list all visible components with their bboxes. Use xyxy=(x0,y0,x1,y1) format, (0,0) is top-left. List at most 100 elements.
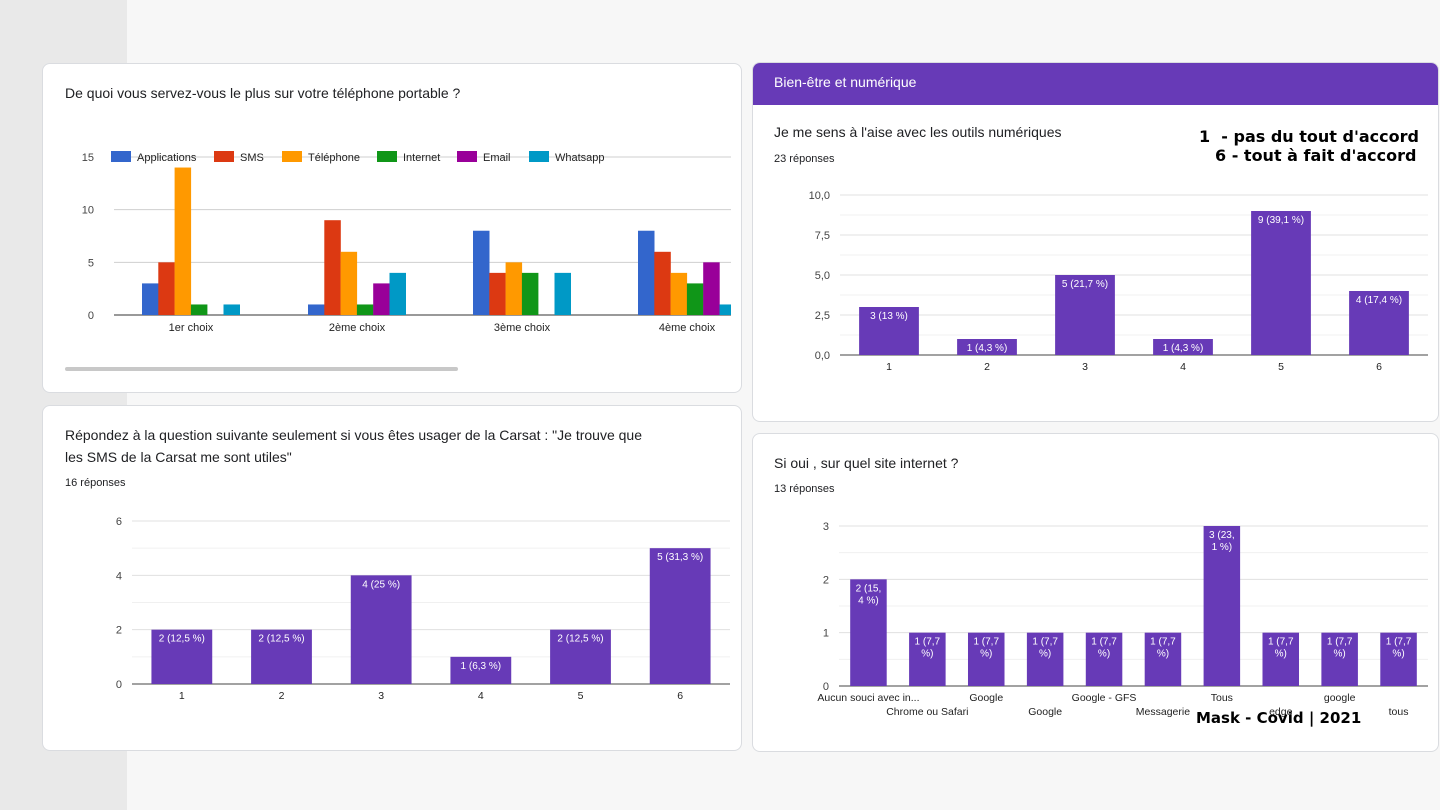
bar-data-label: 1 (4,3 %) xyxy=(1163,343,1204,354)
x-tick-label: 6 xyxy=(677,690,683,702)
bar-data-label: 1 (4,3 %) xyxy=(967,343,1008,354)
x-tick-label: 1 xyxy=(886,361,892,373)
question-title: De quoi vous servez-vous le plus sur vot… xyxy=(65,85,461,101)
bar xyxy=(909,632,946,686)
bar xyxy=(473,230,490,315)
legend-swatch xyxy=(214,151,234,162)
bar xyxy=(649,548,711,684)
y-tick-label: 6 xyxy=(116,516,122,528)
card-site-internet: Si oui , sur quel site internet ? 13 rép… xyxy=(752,433,1439,752)
x-tick-label: tous xyxy=(1389,706,1409,718)
bar xyxy=(719,304,731,315)
x-tick-label: 3 xyxy=(378,690,384,702)
bar-data-label: 1 (7,7 xyxy=(1091,637,1117,648)
legend-label: Email xyxy=(483,152,511,164)
bar xyxy=(489,272,506,315)
bar xyxy=(505,262,523,315)
bar xyxy=(142,283,159,315)
bar-data-label: 1 %) xyxy=(1212,542,1233,553)
y-tick-label: 5 xyxy=(88,257,94,269)
x-tick-label: 2 xyxy=(984,361,990,373)
x-tick-label: Tous xyxy=(1211,692,1233,704)
y-tick-label: 0 xyxy=(88,310,94,322)
x-tick-label: Google xyxy=(1028,706,1062,718)
legend-label: Internet xyxy=(403,152,440,164)
bar-data-label: 1 (7,7 xyxy=(1268,637,1294,648)
x-tick-label: 2ème choix xyxy=(329,322,386,334)
bar xyxy=(450,656,512,684)
x-tick-label: Chrome ou Safari xyxy=(886,706,968,718)
x-tick-label: 6 xyxy=(1376,361,1382,373)
x-tick-label: Google xyxy=(969,692,1003,704)
bar xyxy=(340,251,358,315)
x-tick-label: 4 xyxy=(1180,361,1186,373)
bar xyxy=(654,251,671,315)
bar xyxy=(1203,526,1241,686)
bar xyxy=(158,262,175,315)
bar-data-label: 5 (21,7 %) xyxy=(1062,279,1108,290)
chart-phone-usage: 0 5 10 15 Applications SMS Téléphone Internet Em… xyxy=(82,151,731,334)
y-tick-label: 7,5 xyxy=(815,230,830,242)
card-numerique: Bien-être et numérique Je me sens à l'ai… xyxy=(752,62,1439,422)
footer-credit: Mask - Covid | 2021 xyxy=(1196,709,1362,727)
y-tick-label: 10,0 xyxy=(809,190,830,202)
bar xyxy=(1144,632,1182,686)
y-tick-label: 2 xyxy=(823,574,829,586)
bar-data-label: %) xyxy=(1392,649,1404,660)
y-tick-label: 2 xyxy=(116,625,122,637)
question-title-line2: les SMS de la Carsat me sont utiles" xyxy=(65,449,292,465)
x-tick-label: 3ème choix xyxy=(494,322,551,334)
bar xyxy=(1251,211,1311,355)
bar-data-label: 1 (7,7 xyxy=(973,637,999,648)
y-tick-label: 1 xyxy=(823,628,829,640)
bar-data-label: 4 (25 %) xyxy=(362,579,400,590)
chart-horizontal-scrollbar[interactable] xyxy=(65,367,458,371)
bar-data-label: 2 (12,5 %) xyxy=(159,634,205,645)
bar xyxy=(373,283,390,315)
bar xyxy=(1321,632,1358,686)
bar xyxy=(967,632,1005,686)
y-tick-label: 15 xyxy=(82,152,94,164)
bar-data-label: 1 (7,7 xyxy=(915,637,941,648)
bar xyxy=(1055,275,1115,355)
bar xyxy=(223,304,240,315)
bar-data-label: %) xyxy=(1157,649,1169,660)
legend-label: Whatsapp xyxy=(555,152,605,164)
bar xyxy=(350,575,412,684)
bar xyxy=(521,272,539,315)
responses-count: 16 réponses xyxy=(65,477,126,489)
bar xyxy=(957,339,1017,355)
bar-data-label: 2 (12,5 %) xyxy=(557,634,603,645)
bar xyxy=(1153,339,1213,355)
bar xyxy=(190,304,208,315)
question-title: Je me sens à l'aise avec les outils numé… xyxy=(774,124,1062,140)
x-tick-label: 5 xyxy=(1278,361,1284,373)
legend-label: Applications xyxy=(137,152,197,164)
card-phone-usage: De quoi vous servez-vous le plus sur vot… xyxy=(42,63,742,393)
bar xyxy=(308,304,325,315)
section-header: Bien-être et numérique xyxy=(753,63,1438,105)
bar-data-label: 3 (13 %) xyxy=(870,311,908,322)
bar xyxy=(850,579,887,686)
bar-data-label: 4 %) xyxy=(858,595,879,606)
bar xyxy=(1349,291,1409,355)
legend-swatch xyxy=(377,151,397,162)
scale-note-6: 6 - tout à fait d'accord xyxy=(1215,146,1417,165)
bar-data-label: 9 (39,1 %) xyxy=(1258,215,1304,226)
legend-swatch xyxy=(282,151,302,162)
y-tick-label: 2,5 xyxy=(815,310,830,322)
bar-data-label: %) xyxy=(1039,649,1051,660)
legend-label: Téléphone xyxy=(308,152,360,164)
bar xyxy=(1026,632,1064,686)
y-tick-label: 0 xyxy=(823,681,829,693)
legend-swatch xyxy=(111,151,131,162)
bar xyxy=(859,307,919,355)
card-carsat-sms: Répondez à la question suivante seulemen… xyxy=(42,405,742,751)
bar-data-label: %) xyxy=(1098,649,1110,660)
y-tick-label: 0,0 xyxy=(815,350,830,362)
chart-site-internet: 0 1 2 3 2 (15,4 %) Aucun souci avec in... 1 (7… xyxy=(817,521,1428,718)
bar-data-label: 1 (7,7 xyxy=(1032,637,1058,648)
legend-swatch xyxy=(457,151,477,162)
bar xyxy=(554,272,571,315)
bar xyxy=(686,283,704,315)
